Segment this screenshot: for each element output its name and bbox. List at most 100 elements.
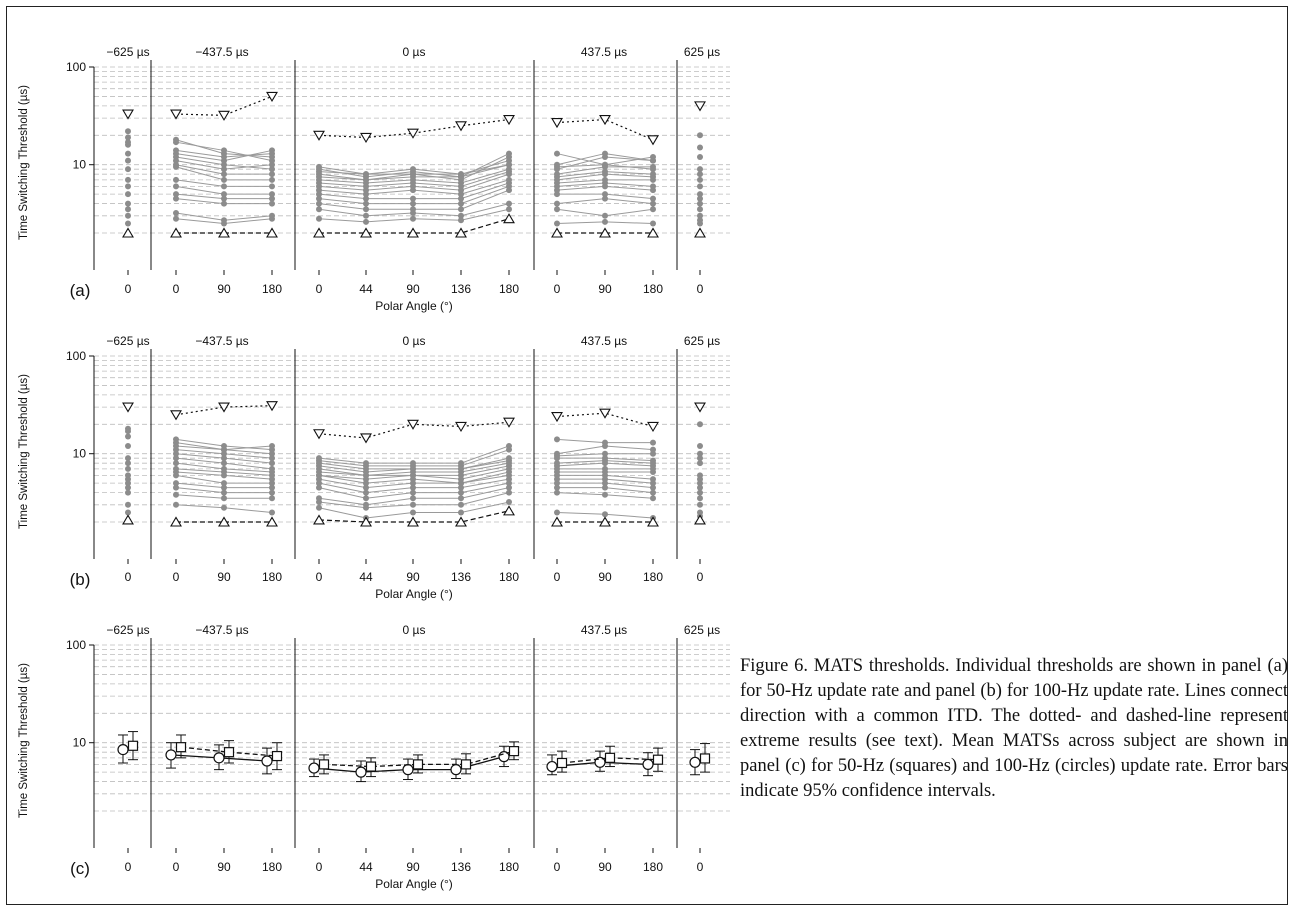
mean-marker-circle xyxy=(261,755,273,767)
subject-point xyxy=(650,495,656,502)
x-tick-label: 180 xyxy=(262,860,282,874)
subject-point xyxy=(602,212,608,219)
subject-point xyxy=(221,460,227,467)
subject-point xyxy=(506,206,512,213)
subject-point xyxy=(269,450,275,457)
subject-point xyxy=(363,480,369,487)
subject-point xyxy=(410,509,416,516)
x-tick-label: 90 xyxy=(406,860,420,874)
panel-label: (c) xyxy=(70,859,90,878)
y-tick-label: 100 xyxy=(66,60,86,74)
extreme-min-marker xyxy=(218,227,230,238)
subject-point xyxy=(458,200,464,207)
x-tick-label: 0 xyxy=(554,570,561,584)
subject-point xyxy=(173,491,179,498)
subject-point xyxy=(269,460,275,467)
subject-point xyxy=(125,183,131,190)
mean-marker-square xyxy=(318,759,330,770)
x-axis-title: Polar Angle (°) xyxy=(375,299,453,313)
subject-point xyxy=(697,183,703,190)
subject-point xyxy=(269,195,275,202)
itd-label: 0 µs xyxy=(403,45,426,59)
subject-point xyxy=(316,484,322,491)
extreme-max-marker xyxy=(647,135,659,146)
extreme-max-marker xyxy=(407,419,419,430)
subject-point xyxy=(697,144,703,151)
subject-point xyxy=(125,200,131,207)
subject-point xyxy=(316,191,322,198)
subject-point xyxy=(506,171,512,178)
x-tick-label: 180 xyxy=(262,282,282,296)
subject-point xyxy=(269,480,275,487)
extreme-min-marker xyxy=(266,227,278,238)
x-tick-label: 90 xyxy=(406,282,420,296)
subject-point xyxy=(697,171,703,178)
x-tick-label: 0 xyxy=(173,860,180,874)
mean-marker-circle xyxy=(117,744,129,756)
mean-marker-circle xyxy=(308,762,320,774)
subject-point xyxy=(125,128,131,135)
subject-point xyxy=(506,153,512,160)
extreme-max-marker xyxy=(170,410,182,421)
subject-point xyxy=(269,161,275,168)
extreme-min-marker xyxy=(313,514,325,525)
subject-point xyxy=(458,217,464,224)
extreme-max-marker xyxy=(694,402,706,413)
subject-point xyxy=(697,212,703,219)
extreme-min-marker xyxy=(551,227,563,238)
subject-point xyxy=(410,480,416,487)
subject-point xyxy=(269,200,275,207)
subject-point xyxy=(173,195,179,202)
x-tick-label: 44 xyxy=(359,570,373,584)
y-axis-title: Time Switching Threshold (µs) xyxy=(18,663,30,818)
subject-point xyxy=(125,501,131,508)
extreme-max-line xyxy=(175,405,273,416)
subject-point xyxy=(125,442,131,449)
extreme-max-marker xyxy=(407,128,419,139)
subject-point xyxy=(602,484,608,491)
subject-point xyxy=(269,215,275,222)
extreme-min-marker xyxy=(266,516,278,527)
mean-marker-square xyxy=(508,746,520,757)
subject-point xyxy=(410,489,416,496)
subject-point xyxy=(221,176,227,183)
extreme-min-marker xyxy=(407,516,419,527)
extreme-max-line xyxy=(556,118,654,141)
subject-point xyxy=(458,173,464,180)
subject-point xyxy=(697,495,703,502)
subject-point xyxy=(125,206,131,213)
subject-point xyxy=(650,200,656,207)
extreme-max-marker xyxy=(599,408,611,419)
subject-point xyxy=(173,450,179,457)
subject-point xyxy=(125,141,131,148)
subject-point xyxy=(458,206,464,213)
itd-label: 437.5 µs xyxy=(581,45,627,59)
subject-point xyxy=(221,147,227,154)
mean-marker-square xyxy=(271,750,283,762)
subject-point xyxy=(221,450,227,457)
subject-point xyxy=(602,218,608,225)
extreme-min-marker xyxy=(503,505,515,516)
subject-point xyxy=(506,161,512,168)
subject-point xyxy=(650,220,656,227)
x-tick-label: 180 xyxy=(499,860,519,874)
x-tick-label: 0 xyxy=(125,570,132,584)
extreme-min-marker xyxy=(599,227,611,238)
subject-point xyxy=(221,161,227,168)
x-tick-label: 180 xyxy=(499,570,519,584)
x-tick-label: 90 xyxy=(598,570,612,584)
subject-point xyxy=(221,171,227,178)
subject-point xyxy=(458,501,464,508)
subject-point xyxy=(650,163,656,170)
subject-point xyxy=(125,212,131,219)
extreme-max-marker xyxy=(503,417,515,428)
subject-point xyxy=(125,460,131,467)
subject-point xyxy=(554,480,560,487)
mean-marker-square xyxy=(556,757,568,769)
x-tick-label: 180 xyxy=(643,860,663,874)
subject-point xyxy=(363,191,369,198)
panel-label: (b) xyxy=(70,570,91,589)
subject-point xyxy=(173,139,179,146)
subject-point xyxy=(458,484,464,491)
